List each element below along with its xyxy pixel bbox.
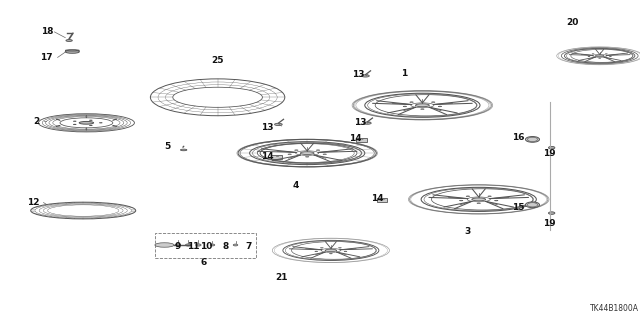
Ellipse shape (288, 154, 291, 155)
Text: 1: 1 (401, 69, 407, 78)
Text: 9: 9 (175, 242, 181, 251)
Text: 13: 13 (260, 123, 273, 132)
Ellipse shape (595, 55, 604, 57)
Ellipse shape (438, 106, 442, 107)
Ellipse shape (477, 203, 481, 204)
Text: 8: 8 (222, 242, 228, 251)
Ellipse shape (233, 244, 238, 246)
Text: 10: 10 (200, 242, 212, 251)
Ellipse shape (364, 122, 371, 124)
Text: 7: 7 (245, 242, 252, 251)
Ellipse shape (79, 122, 93, 124)
Ellipse shape (609, 56, 611, 57)
Ellipse shape (495, 200, 498, 201)
Ellipse shape (323, 154, 326, 155)
Ellipse shape (305, 156, 309, 157)
Text: 5: 5 (164, 142, 171, 151)
Ellipse shape (316, 150, 320, 151)
Ellipse shape (275, 123, 282, 126)
Text: 12: 12 (27, 198, 40, 207)
Ellipse shape (330, 253, 332, 254)
Ellipse shape (325, 249, 337, 252)
Text: 17: 17 (40, 53, 53, 62)
Text: 14: 14 (261, 152, 274, 161)
Ellipse shape (403, 106, 406, 107)
Text: 3: 3 (464, 227, 470, 236)
Text: 19: 19 (543, 219, 556, 228)
Ellipse shape (488, 196, 492, 197)
Text: 11: 11 (187, 242, 200, 251)
Ellipse shape (65, 50, 79, 53)
Text: 25: 25 (211, 56, 224, 65)
Text: 21: 21 (275, 273, 288, 282)
Ellipse shape (210, 244, 215, 246)
Text: 20: 20 (566, 18, 579, 27)
Ellipse shape (155, 243, 174, 247)
Ellipse shape (196, 244, 201, 246)
Ellipse shape (315, 251, 317, 252)
Text: 6: 6 (200, 258, 207, 267)
Ellipse shape (472, 198, 486, 201)
Text: TK44B1800A: TK44B1800A (589, 304, 639, 313)
FancyBboxPatch shape (377, 198, 387, 202)
FancyBboxPatch shape (271, 155, 282, 159)
Text: 16: 16 (512, 133, 525, 142)
FancyBboxPatch shape (356, 138, 367, 142)
Ellipse shape (362, 75, 369, 77)
Ellipse shape (588, 56, 590, 57)
Text: 13: 13 (353, 118, 366, 127)
Ellipse shape (415, 104, 429, 107)
Ellipse shape (466, 196, 470, 197)
Ellipse shape (460, 200, 463, 201)
Ellipse shape (344, 251, 347, 252)
Ellipse shape (525, 137, 540, 142)
Ellipse shape (175, 244, 180, 246)
Text: 14: 14 (349, 134, 362, 143)
Ellipse shape (66, 40, 72, 41)
Text: 4: 4 (292, 181, 299, 190)
Ellipse shape (294, 150, 298, 151)
Text: 13: 13 (352, 70, 365, 79)
Text: 18: 18 (40, 27, 53, 36)
Ellipse shape (548, 212, 555, 214)
Text: 14: 14 (371, 194, 384, 203)
Text: 2: 2 (33, 117, 40, 126)
Ellipse shape (548, 146, 555, 149)
Ellipse shape (300, 152, 314, 154)
Text: 15: 15 (512, 203, 525, 212)
Ellipse shape (525, 202, 540, 208)
Text: 19: 19 (543, 149, 556, 158)
Ellipse shape (180, 149, 187, 151)
Ellipse shape (186, 244, 191, 246)
